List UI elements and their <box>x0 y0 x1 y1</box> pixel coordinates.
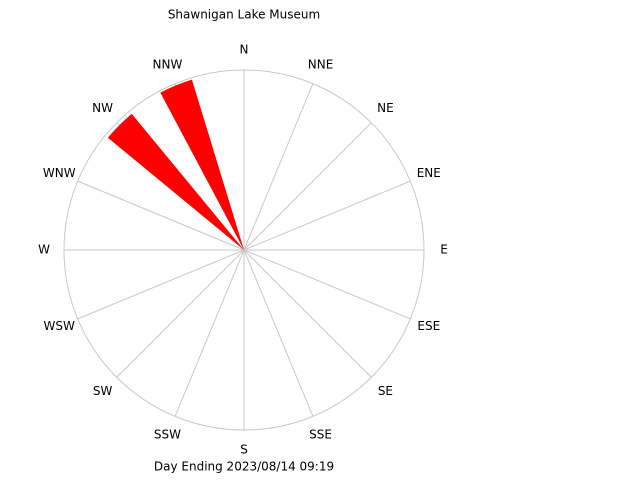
wedge <box>107 113 244 250</box>
direction-label: NE <box>377 101 394 115</box>
spoke <box>116 249 245 378</box>
spoke <box>243 83 314 251</box>
direction-label: SSW <box>154 427 181 441</box>
direction-label: SW <box>93 384 113 398</box>
direction-label: W <box>38 243 50 257</box>
direction-label: NNW <box>153 58 183 72</box>
wedge <box>160 79 244 251</box>
spoke <box>77 180 245 251</box>
chart-footer: Day Ending 2023/08/14 09:19 <box>154 460 334 474</box>
direction-label: NW <box>92 101 113 115</box>
direction-label: S <box>240 443 248 457</box>
direction-label: WNW <box>43 166 76 180</box>
direction-label: WSW <box>44 319 75 333</box>
spoke <box>243 249 411 320</box>
direction-label: ESE <box>417 319 440 333</box>
direction-label: SSE <box>309 427 332 441</box>
direction-label: NNE <box>308 58 334 72</box>
spoke <box>243 249 314 417</box>
spoke <box>77 249 245 320</box>
direction-label: E <box>440 243 448 257</box>
direction-label: SE <box>378 384 393 398</box>
spoke <box>174 249 245 417</box>
spoke <box>243 249 372 378</box>
spoke <box>243 122 372 251</box>
direction-label: ENE <box>417 166 441 180</box>
chart-title: Shawnigan Lake Museum <box>168 8 320 22</box>
direction-label: N <box>240 43 249 57</box>
spoke <box>243 180 411 251</box>
